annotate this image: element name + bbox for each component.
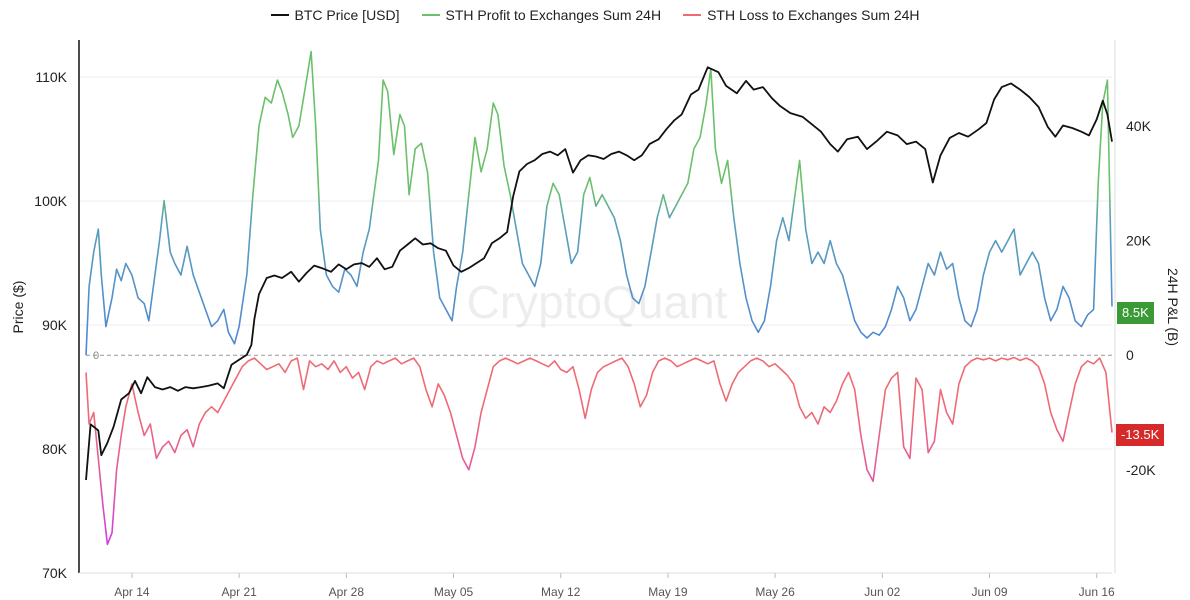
right-axis-tick-label: 40K [1126,118,1152,134]
legend-item-sth-profit[interactable]: STH Profit to Exchanges Sum 24H [421,7,662,23]
x-axis-tick-label: May 05 [434,585,474,599]
legend-swatch-sth-loss [683,14,702,16]
right-axis-tick-label: -20K [1126,462,1156,478]
legend-swatch-btc-price [270,14,289,16]
left-axis-tick-label: 70K [42,565,68,581]
legend-label-sth-loss: STH Loss to Exchanges Sum 24H [707,7,920,23]
legend-label-btc-price: BTC Price [USD] [294,7,400,23]
legend-label-sth-profit: STH Profit to Exchanges Sum 24H [445,7,662,23]
series-layer [85,50,1113,546]
series-line-sth-profit[interactable] [85,50,1113,356]
loss-value-badge: -13.5K [1116,424,1165,446]
left-axis-tick-label: 110K [35,69,67,85]
right-axis-tick-label: 0 [1126,347,1134,363]
x-axis-tick-label: Apr 14 [114,585,150,599]
x-axis-tick-label: Jun 16 [1079,585,1115,599]
right-axis-tick-label: 20K [1126,233,1152,249]
legend: BTC Price [USD] STH Profit to Exchanges … [0,5,1190,25]
x-axis-tick-label: Jun 09 [971,585,1007,599]
x-axis-tick-label: May 12 [541,585,581,599]
left-axis-title: Price ($) [10,281,26,334]
legend-swatch-sth-profit [421,14,440,16]
x-axis-tick-label: Apr 28 [329,585,365,599]
left-axis-tick-label: 100K [34,193,67,209]
series-line-sth-loss[interactable] [85,356,1113,546]
axis-layer: 70K 80K 90K 100K 110K -20K 0 20K 40K Apr 14 Apr 21… [34,40,1156,599]
x-axis-tick-label: May 19 [648,585,688,599]
x-axis-tick-label: Apr 21 [221,585,257,599]
left-axis-tick-label: 80K [42,441,68,457]
right-axis-title: 24H P&L (B) [1165,268,1181,346]
series-line-btc-price[interactable] [85,66,1113,481]
legend-item-sth-loss[interactable]: STH Loss to Exchanges Sum 24H [683,7,920,23]
profit-value-badge: 8.5K [1117,302,1154,324]
left-axis-tick-label: 90K [42,317,68,333]
x-axis-tick-label: May 26 [755,585,795,599]
watermark: CryptoQuant [467,276,728,328]
legend-item-btc-price[interactable]: BTC Price [USD] [270,7,400,23]
zero-line-label: 0 [93,350,99,362]
x-axis-tick-label: Jun 02 [864,585,900,599]
